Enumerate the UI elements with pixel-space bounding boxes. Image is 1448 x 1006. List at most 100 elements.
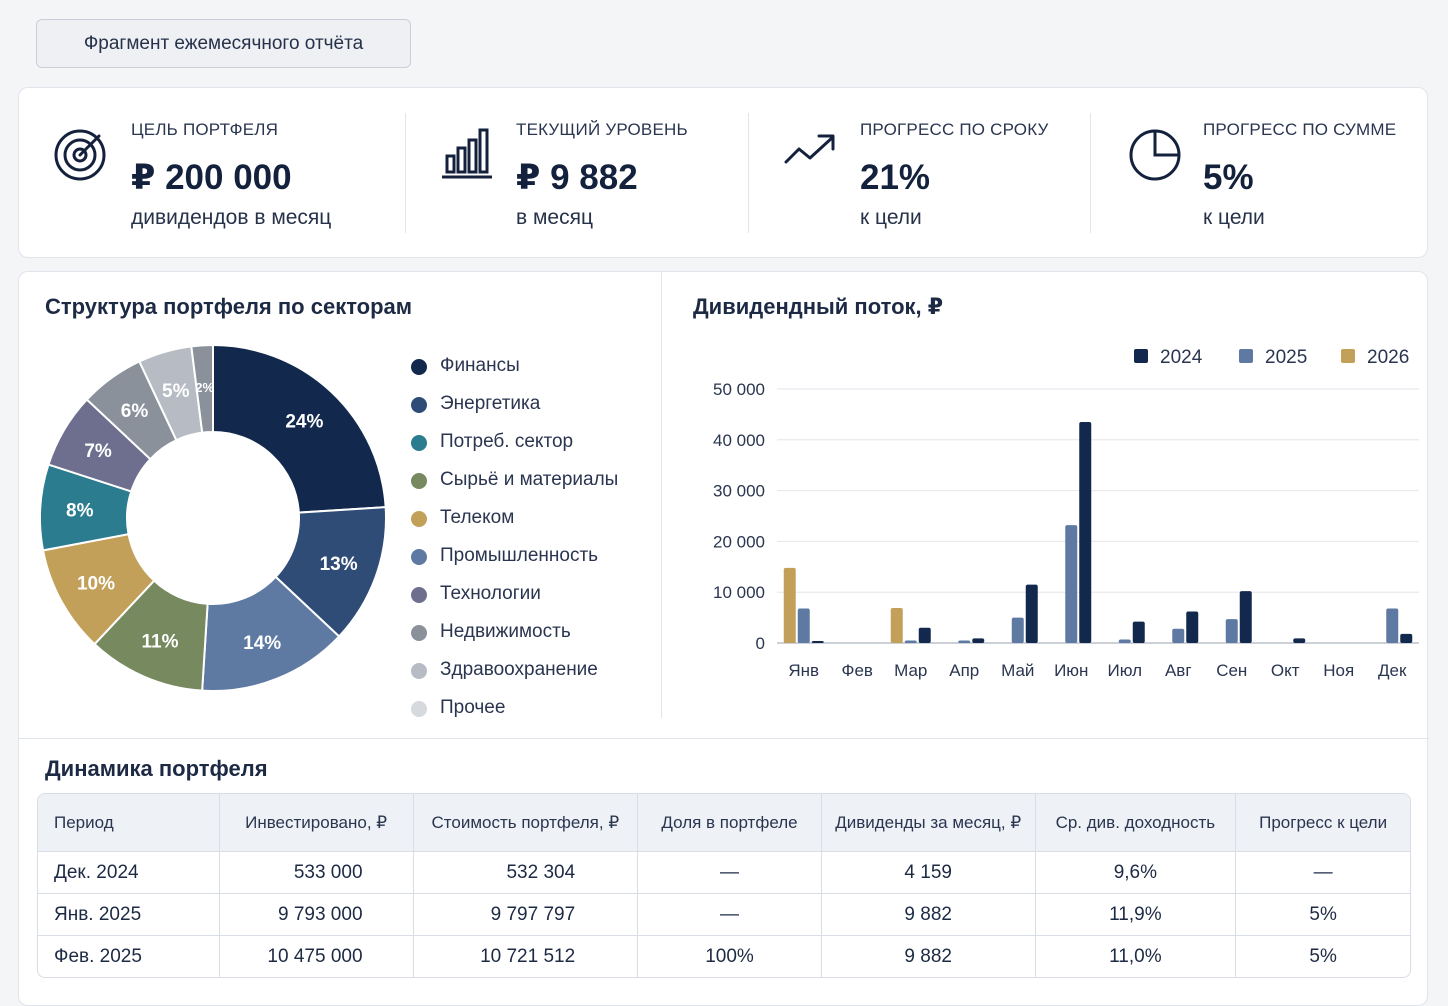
pie-slice: [190, 343, 214, 434]
legend-swatch: [411, 587, 427, 603]
legend-swatch: [411, 359, 427, 375]
table-cell: Дек. 2024: [38, 851, 220, 893]
report-fragment-tag: Фрагмент ежемесячного отчёта: [36, 19, 411, 68]
legend-swatch: [1134, 349, 1148, 363]
legend-swatch: [411, 473, 427, 489]
kpi-divider: [748, 113, 749, 233]
kpi-current: ТЕКУЩИЙ УРОВЕНЬ ₽ 9 882 в месяц: [406, 88, 748, 259]
legend-label: Сырьё и материалы: [440, 469, 619, 490]
trending-up-icon: [784, 134, 835, 164]
legend-label: Финансы: [440, 355, 520, 376]
bar-2024: [1400, 633, 1413, 643]
table-cell: 5%: [1236, 893, 1410, 935]
table-title: Динамика портфеля: [45, 756, 268, 781]
pie-clock-icon: [1129, 129, 1181, 181]
column-header: Ср. див. доходность: [1035, 794, 1237, 851]
legend-label: Прочее: [440, 697, 506, 718]
pie-slice-label: 8%: [66, 501, 94, 522]
bar-2025: [1065, 525, 1078, 643]
y-tick-label: 20 000: [713, 532, 765, 551]
column-header: Стоимость портфеля, ₽: [413, 794, 639, 851]
table-row: Янв. 2025 9 793 000 9 797 797 — 9 882 11…: [38, 893, 1410, 935]
x-tick-label: Апр: [949, 661, 979, 680]
x-tick-label: Дек: [1378, 661, 1407, 680]
y-tick-label: 40 000: [713, 431, 765, 450]
pie-slice-label: 7%: [84, 441, 112, 462]
legend-swatch: [411, 435, 427, 451]
table-cell: 5%: [1236, 935, 1410, 977]
x-tick-label: Окт: [1271, 661, 1300, 680]
legend-swatch: [411, 663, 427, 679]
legend-label: Потреб. сектор: [440, 431, 574, 452]
kpi-value: 5%: [1203, 158, 1254, 197]
table-cell: 533 000: [219, 851, 414, 893]
pie-slice: [212, 343, 387, 514]
x-tick-label: Июн: [1054, 661, 1088, 680]
pie-slice-label: 2%: [195, 380, 214, 395]
kpi-label: ЦЕЛЬ ПОРТФЕЛЯ: [131, 120, 279, 139]
y-tick-label: 50 000: [713, 380, 765, 399]
pie-slice-label: 13%: [320, 554, 358, 575]
main-card: Структура портфеля по секторам 24% 13% 14%…: [18, 271, 1429, 1006]
legend-swatch: [411, 511, 427, 527]
x-tick-label: Сен: [1216, 661, 1247, 680]
sector-chart-title: Структура портфеля по секторам: [45, 294, 413, 319]
bar-2024: [1186, 611, 1199, 643]
kpi-term: ПРОГРЕСС ПО СРОКУ 21% к цели: [749, 88, 1091, 259]
kpi-value: ₽ 200 000: [131, 158, 292, 197]
bar-2025: [797, 608, 810, 643]
table-cell: 100%: [638, 935, 822, 977]
x-tick-label: Авг: [1165, 661, 1192, 680]
table-cell: 9 882: [821, 893, 1036, 935]
kpi-sub: дивидендов в месяц: [131, 206, 332, 229]
kpi-divider: [405, 113, 406, 233]
column-header: Инвестировано, ₽: [219, 794, 414, 851]
table-row: Дек. 2024 533 000 532 304 — 4 159 9,6% —: [38, 851, 1410, 893]
bar-2025: [1118, 639, 1131, 643]
kpi-value: 21%: [860, 158, 931, 197]
kpi-sub: в месяц: [516, 206, 594, 229]
kpi-card: ЦЕЛЬ ПОРТФЕЛЯ ₽ 200 000 дивидендов в мес…: [18, 87, 1428, 258]
legend-label: Технологии: [440, 583, 541, 604]
kpi-divider: [1090, 113, 1091, 233]
target-icon: [54, 129, 106, 181]
legend-swatch: [411, 625, 427, 641]
table-cell: 4 159: [821, 851, 1036, 893]
table-cell: 532 304: [413, 851, 639, 893]
legend-label: Здравоохранение: [440, 659, 598, 680]
portfolio-dynamics-table: Период Инвестировано, ₽ Стоимость портфе…: [37, 793, 1411, 978]
column-header: Прогресс к цели: [1236, 794, 1410, 851]
table-cell: 9,6%: [1035, 851, 1237, 893]
kpi-goal: ЦЕЛЬ ПОРТФЕЛЯ ₽ 200 000 дивидендов в мес…: [19, 88, 405, 259]
legend-label: Промышленность: [440, 545, 599, 566]
y-tick-label: 0: [756, 634, 765, 653]
table-header-row: Период Инвестировано, ₽ Стоимость портфе…: [38, 794, 1410, 851]
bar-2024: [1132, 621, 1145, 643]
bar-2024: [1079, 422, 1092, 643]
section-divider: [661, 272, 662, 718]
dividend-bar-chart: 50 000 40 000 30 000 20 000 10 000 0 Янв Фев Мар…: [713, 347, 1419, 680]
table-cell: —: [638, 851, 822, 893]
legend-label: Энергетика: [440, 393, 541, 414]
bar-2024: [918, 627, 931, 643]
table-cell: 9 882: [821, 935, 1036, 977]
table-row: Фев. 2025 10 475 000 10 721 512 100% 9 8…: [38, 935, 1410, 977]
x-tick-label: Фев: [842, 661, 873, 680]
bar-2024: [811, 640, 824, 643]
kpi-value: ₽ 9 882: [516, 158, 638, 197]
dividend-chart-title: Дивидендный поток, ₽: [693, 294, 944, 319]
pie-slice-label: 11%: [141, 632, 178, 653]
bar-2025: [1172, 628, 1185, 643]
kpi-label: ТЕКУЩИЙ УРОВЕНЬ: [516, 120, 688, 139]
x-tick-label: Ноя: [1323, 661, 1354, 680]
legend-swatch: [411, 701, 427, 717]
legend-swatch: [411, 549, 427, 565]
pie-slice-label: 10%: [77, 573, 115, 594]
legend-label: Недвижимость: [440, 621, 571, 642]
bar-2025: [958, 640, 971, 643]
pie-slice-label: 5%: [162, 381, 190, 402]
kpi-sub: к цели: [1203, 206, 1265, 229]
x-tick-label: Май: [1001, 661, 1034, 680]
kpi-label: ПРОГРЕСС ПО СУММЕ: [1203, 120, 1397, 139]
table-cell: 10 475 000: [219, 935, 414, 977]
